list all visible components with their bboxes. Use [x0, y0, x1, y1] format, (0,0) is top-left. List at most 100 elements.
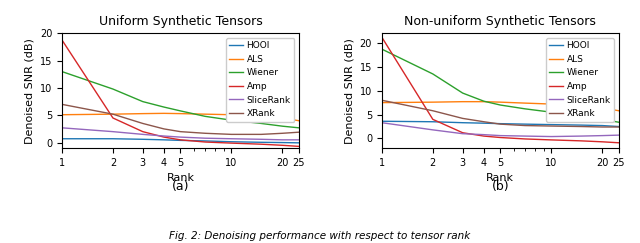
Wiener: [139, 100, 147, 103]
Amp: [497, 136, 504, 139]
ALS: [547, 103, 555, 105]
Line: Wiener: Wiener: [382, 49, 619, 122]
Amp: [598, 140, 606, 143]
XRank: [429, 109, 436, 112]
ALS: [177, 112, 184, 115]
SliceRank: [521, 135, 529, 138]
HOOI: [257, 141, 265, 144]
Wiener: [378, 48, 386, 51]
SliceRank: [177, 136, 184, 139]
Line: XRank: XRank: [382, 100, 619, 127]
SliceRank: [202, 137, 209, 140]
Amp: [577, 139, 585, 142]
XRank: [228, 133, 236, 136]
Line: Wiener: Wiener: [62, 72, 299, 128]
Amp: [429, 118, 436, 121]
SliceRank: [459, 132, 467, 135]
ALS: [257, 115, 265, 118]
Wiener: [295, 126, 303, 129]
SliceRank: [295, 138, 303, 141]
Legend: HOOI, ALS, Wiener, Amp, SliceRank, XRank: HOOI, ALS, Wiener, Amp, SliceRank, XRank: [226, 38, 294, 122]
ALS: [598, 106, 606, 109]
Line: Amp: Amp: [62, 40, 299, 146]
ALS: [378, 101, 386, 104]
Wiener: [615, 121, 623, 124]
ALS: [202, 113, 209, 116]
Line: HOOI: HOOI: [62, 139, 299, 143]
ALS: [459, 100, 467, 103]
XRank: [598, 126, 606, 129]
SliceRank: [109, 130, 116, 133]
Amp: [228, 142, 236, 145]
ALS: [429, 101, 436, 104]
XRank: [177, 130, 184, 133]
Wiener: [598, 118, 606, 121]
Wiener: [177, 109, 184, 112]
HOOI: [480, 122, 488, 125]
ALS: [521, 102, 529, 104]
Amp: [160, 136, 168, 139]
ALS: [278, 117, 286, 120]
Line: XRank: XRank: [62, 104, 299, 134]
ALS: [109, 113, 116, 116]
Line: SliceRank: SliceRank: [62, 128, 299, 140]
Title: Non-uniform Synthetic Tensors: Non-uniform Synthetic Tensors: [404, 15, 596, 28]
Wiener: [480, 100, 488, 103]
Wiener: [257, 122, 265, 125]
SliceRank: [598, 134, 606, 137]
Title: Uniform Synthetic Tensors: Uniform Synthetic Tensors: [99, 15, 262, 28]
Amp: [58, 38, 66, 41]
HOOI: [429, 120, 436, 123]
XRank: [160, 128, 168, 130]
Wiener: [160, 106, 168, 109]
HOOI: [228, 140, 236, 143]
Amp: [109, 117, 116, 120]
SliceRank: [228, 137, 236, 140]
HOOI: [177, 139, 184, 142]
ALS: [577, 104, 585, 107]
Amp: [480, 135, 488, 138]
HOOI: [577, 124, 585, 127]
Text: (b): (b): [492, 180, 509, 193]
HOOI: [459, 121, 467, 124]
HOOI: [139, 138, 147, 141]
XRank: [58, 103, 66, 106]
Line: ALS: ALS: [382, 102, 619, 111]
Amp: [257, 143, 265, 146]
HOOI: [295, 141, 303, 144]
SliceRank: [160, 135, 168, 138]
XRank: [480, 120, 488, 123]
Line: SliceRank: SliceRank: [382, 123, 619, 137]
XRank: [257, 133, 265, 136]
XRank: [577, 125, 585, 128]
XRank: [615, 126, 623, 129]
Line: ALS: ALS: [62, 113, 299, 121]
XRank: [109, 113, 116, 116]
Wiener: [521, 107, 529, 110]
XRank: [139, 122, 147, 125]
SliceRank: [58, 126, 66, 129]
XRank: [202, 132, 209, 135]
SliceRank: [615, 134, 623, 137]
HOOI: [497, 122, 504, 125]
Wiener: [109, 87, 116, 90]
ALS: [139, 112, 147, 115]
SliceRank: [497, 134, 504, 137]
ALS: [228, 113, 236, 116]
SliceRank: [547, 135, 555, 138]
Legend: HOOI, ALS, Wiener, Amp, SliceRank, XRank: HOOI, ALS, Wiener, Amp, SliceRank, XRank: [546, 38, 614, 122]
Amp: [459, 131, 467, 134]
Wiener: [577, 114, 585, 117]
XRank: [459, 117, 467, 120]
SliceRank: [378, 121, 386, 124]
ALS: [295, 119, 303, 122]
Amp: [615, 141, 623, 144]
HOOI: [109, 137, 116, 140]
ALS: [160, 112, 168, 115]
XRank: [278, 132, 286, 135]
Wiener: [202, 115, 209, 118]
ALS: [615, 109, 623, 112]
ALS: [497, 101, 504, 104]
Amp: [177, 138, 184, 141]
Amp: [521, 138, 529, 140]
